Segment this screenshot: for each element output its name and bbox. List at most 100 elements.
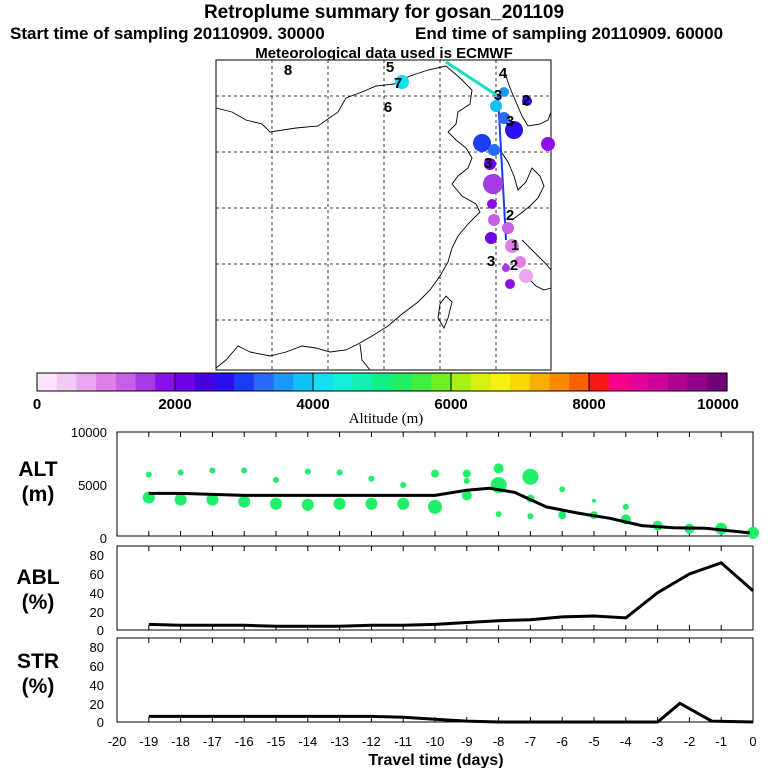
alt-scatter-point bbox=[273, 476, 279, 483]
plume-marker bbox=[519, 269, 533, 283]
alt-scatter-point bbox=[177, 469, 184, 476]
str-ytick-label: 0 bbox=[97, 715, 104, 730]
x-tick-label: -16 bbox=[235, 734, 254, 749]
colorbar-cell bbox=[411, 373, 432, 391]
x-tick-label: -8 bbox=[493, 734, 505, 749]
colorbar-cell bbox=[332, 373, 354, 391]
str-panel-label: STR bbox=[17, 650, 59, 673]
plume-marker bbox=[487, 199, 497, 209]
plume-marker bbox=[502, 264, 510, 272]
plume-marker bbox=[499, 87, 509, 97]
alt-x-ticks bbox=[116, 432, 754, 536]
met-data-note: Meteorological data used is ECMWF bbox=[255, 45, 513, 62]
plume-marker bbox=[395, 75, 409, 89]
x-tick-label: -20 bbox=[108, 734, 127, 749]
x-tick-labels: -20 -19 -18 -17 -16 -15 -14 -13 -12 -11 -10 -9 -8 -7-… bbox=[108, 734, 757, 749]
x-tick-label: -19 bbox=[139, 734, 158, 749]
alt-scatter-point bbox=[174, 493, 187, 506]
colorbar-cell bbox=[253, 373, 275, 391]
alt-scatter-point bbox=[301, 498, 314, 511]
alt-scatter-point bbox=[333, 497, 346, 510]
x-tick-label: -12 bbox=[362, 734, 381, 749]
alt-scatter-point bbox=[463, 477, 470, 484]
colorbar-tick-label: 4000 bbox=[296, 396, 329, 413]
colorbar-tick-label: 10000 bbox=[697, 396, 739, 413]
alt-scatter-point bbox=[747, 526, 759, 539]
str-panel-unit: (%) bbox=[22, 675, 55, 698]
map-day-number: 3 bbox=[494, 87, 502, 104]
alt-scatter-point bbox=[145, 471, 152, 478]
abl-panel-unit: (%) bbox=[22, 591, 55, 614]
colorbar-cell bbox=[529, 373, 551, 391]
str-ytick-label: 40 bbox=[90, 678, 104, 693]
x-tick-label: -6 bbox=[556, 734, 568, 749]
alt-scatter bbox=[142, 463, 759, 539]
x-tick-label: -11 bbox=[394, 734, 412, 749]
map-day-number: 8 bbox=[284, 62, 292, 79]
map-day-number: 3 bbox=[487, 253, 495, 270]
colorbar-cell bbox=[115, 373, 137, 391]
alt-scatter-point bbox=[304, 468, 311, 475]
colorbar-tick-label: 8000 bbox=[572, 396, 605, 413]
map-day-number: 6 bbox=[384, 99, 392, 116]
x-tick-label: -10 bbox=[426, 734, 445, 749]
abl-series-line bbox=[148, 561, 754, 628]
abl-ytick-label: 20 bbox=[90, 605, 104, 620]
plume-marker bbox=[522, 96, 532, 106]
alt-scatter-point bbox=[238, 495, 251, 508]
map-day-number: 2 bbox=[510, 257, 518, 274]
x-tick-label: -15 bbox=[267, 734, 286, 749]
abl-frame bbox=[116, 545, 754, 631]
str-panel: 80 60 40 20 0 STR (%) bbox=[17, 637, 754, 730]
alt-scatter-point bbox=[527, 513, 534, 520]
map-day-number: 3 bbox=[484, 155, 492, 172]
alt-scatter-point bbox=[241, 467, 248, 474]
colorbar-cell bbox=[37, 373, 58, 391]
colorbar-cell bbox=[56, 373, 78, 391]
x-tick-label: -17 bbox=[203, 734, 222, 749]
plot-title: Retroplume summary for gosan_201109 bbox=[203, 2, 565, 23]
plume-marker bbox=[505, 279, 515, 289]
colorbar-cell bbox=[194, 373, 216, 391]
str-ytick-label: 20 bbox=[90, 697, 104, 712]
colorbar-cell bbox=[549, 373, 570, 391]
alt-scatter-point bbox=[365, 497, 378, 510]
colorbar-cell bbox=[490, 373, 511, 391]
map-day-number: 7 bbox=[394, 75, 402, 92]
abl-ytick-label: 40 bbox=[90, 586, 104, 601]
alt-scatter-point bbox=[209, 467, 216, 474]
colorbar-cell bbox=[707, 373, 728, 391]
alt-scatter-point bbox=[461, 490, 472, 501]
colorbar-cell bbox=[451, 373, 472, 391]
plume-marker bbox=[484, 158, 496, 170]
alt-ytick-label: 0 bbox=[100, 531, 107, 546]
plume-marker bbox=[514, 256, 526, 268]
colorbar-cell bbox=[96, 373, 117, 391]
trajectory-line bbox=[445, 60, 499, 98]
colorbar-tick-label: 6000 bbox=[434, 396, 467, 413]
colorbar-cell bbox=[667, 373, 689, 391]
colorbar-cell bbox=[372, 373, 393, 391]
plume-marker bbox=[490, 100, 502, 112]
alt-scatter-point bbox=[336, 469, 343, 476]
colorbar-cell bbox=[687, 373, 708, 391]
str-x-ticks bbox=[116, 638, 754, 722]
plume-marker bbox=[505, 121, 523, 139]
colorbar-cell bbox=[431, 373, 452, 391]
alt-scatter-point bbox=[368, 475, 375, 482]
alt-ytick-label: 10000 bbox=[71, 425, 107, 440]
map-day-number: 4 bbox=[499, 65, 508, 82]
x-tick-label: -2 bbox=[684, 734, 696, 749]
x-tick-label: -9 bbox=[461, 734, 473, 749]
x-tick-label: -7 bbox=[525, 734, 537, 749]
abl-ytick-label: 60 bbox=[90, 567, 104, 582]
alt-frame bbox=[116, 431, 754, 537]
plume-marker bbox=[488, 214, 500, 226]
colorbar-major-ticks bbox=[174, 373, 590, 391]
colorbar-cell bbox=[214, 373, 235, 391]
colorbar-cell bbox=[273, 373, 294, 391]
plume-marker bbox=[488, 144, 500, 156]
